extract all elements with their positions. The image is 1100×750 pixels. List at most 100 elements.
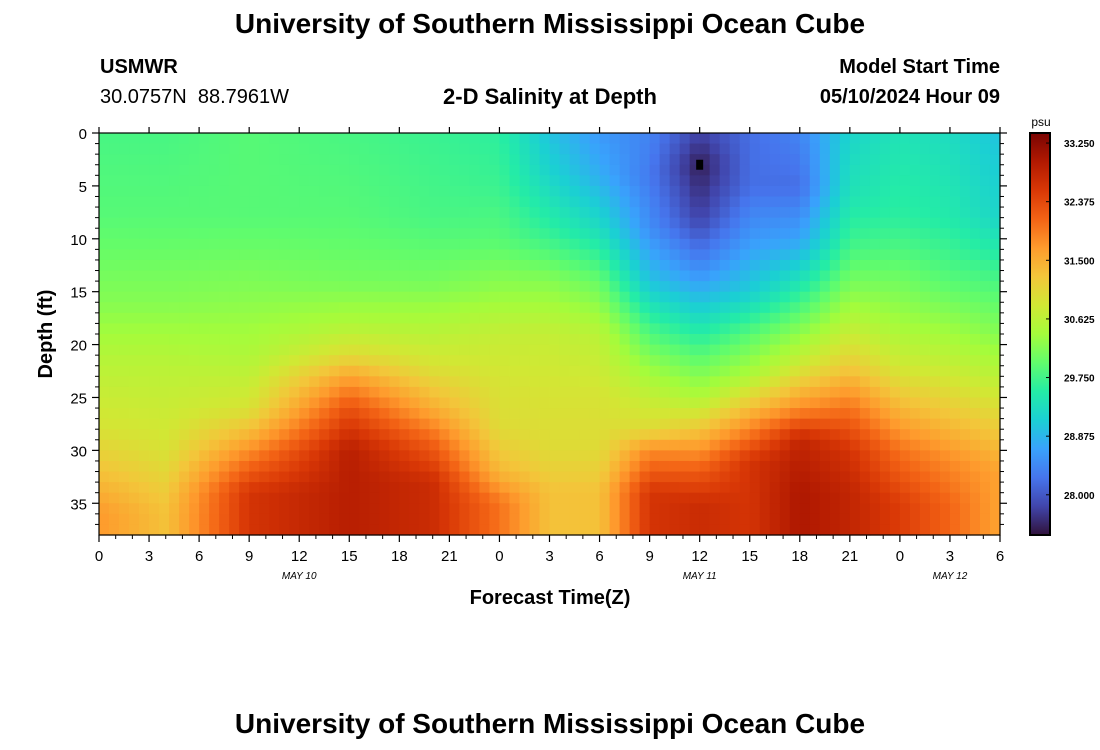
heatmap-cell bbox=[699, 323, 711, 335]
heatmap-cell bbox=[139, 482, 150, 494]
heatmap-cell bbox=[789, 249, 801, 261]
heatmap-cell bbox=[519, 344, 531, 356]
heatmap-cell bbox=[739, 334, 751, 346]
heatmap-cell bbox=[189, 281, 200, 293]
heatmap-cell bbox=[649, 175, 661, 187]
heatmap-cell bbox=[459, 312, 471, 325]
x-tick-label: 0 bbox=[95, 548, 103, 565]
heatmap-cell bbox=[289, 249, 300, 261]
heatmap-cell bbox=[599, 513, 611, 526]
heatmap-cell bbox=[219, 471, 230, 483]
heatmap-cell bbox=[469, 513, 481, 526]
heatmap-cell bbox=[769, 492, 781, 504]
heatmap-cell bbox=[499, 185, 511, 198]
heatmap-cell bbox=[359, 418, 370, 430]
heatmap-cell bbox=[669, 238, 681, 250]
heatmap-cell bbox=[909, 228, 921, 240]
heatmap-cell bbox=[959, 418, 971, 430]
heatmap-cell bbox=[129, 133, 140, 145]
heatmap-cell bbox=[589, 281, 601, 293]
heatmap-cell bbox=[189, 513, 200, 526]
heatmap-cell bbox=[819, 154, 831, 166]
heatmap-cell bbox=[879, 228, 891, 240]
heatmap-cell bbox=[629, 270, 641, 282]
heatmap-cell bbox=[109, 185, 120, 198]
heatmap-cell bbox=[149, 344, 160, 356]
heatmap-cell bbox=[399, 334, 410, 346]
heatmap-cell bbox=[919, 376, 931, 388]
heatmap-cell bbox=[549, 418, 561, 430]
heatmap-cell bbox=[759, 344, 771, 356]
heatmap-cell bbox=[139, 334, 150, 346]
heatmap-cell bbox=[249, 439, 260, 451]
heatmap-cell bbox=[249, 503, 260, 515]
heatmap-cell bbox=[619, 492, 631, 504]
heatmap-cell bbox=[389, 133, 400, 145]
heatmap-cell bbox=[979, 302, 991, 314]
heatmap-cell bbox=[529, 238, 541, 250]
heatmap-cell bbox=[679, 334, 691, 346]
heatmap-cell bbox=[939, 302, 951, 314]
heatmap-cell bbox=[679, 270, 691, 282]
heatmap-cell bbox=[829, 482, 841, 494]
heatmap-cell bbox=[869, 228, 881, 240]
heatmap-cell bbox=[429, 217, 440, 229]
heatmap-cell bbox=[799, 302, 811, 314]
heatmap-cell bbox=[429, 524, 440, 536]
heatmap-cell bbox=[559, 503, 571, 515]
heatmap-cell bbox=[889, 429, 901, 441]
heatmap-cell bbox=[929, 164, 941, 176]
heatmap-cell bbox=[99, 344, 110, 356]
heatmap-cell bbox=[459, 513, 471, 526]
heatmap-cell bbox=[559, 450, 571, 462]
heatmap-cell bbox=[119, 133, 130, 145]
heatmap-cell bbox=[409, 513, 420, 526]
heatmap-cell bbox=[439, 185, 450, 198]
heatmap-cell bbox=[779, 334, 791, 346]
colorbar-tick-label: 33.250 bbox=[1064, 139, 1095, 150]
heatmap-cell bbox=[959, 439, 971, 451]
heatmap-cell bbox=[749, 503, 761, 515]
heatmap-cell bbox=[519, 154, 531, 166]
heatmap-cell bbox=[779, 471, 791, 483]
heatmap-cell bbox=[669, 503, 681, 515]
heatmap-cell bbox=[319, 418, 330, 430]
heatmap-cell bbox=[219, 482, 230, 494]
heatmap-cell bbox=[179, 164, 190, 176]
heatmap-cell bbox=[179, 312, 190, 325]
heatmap-cell bbox=[529, 376, 541, 388]
heatmap-cell bbox=[739, 439, 751, 451]
heatmap-cell bbox=[679, 460, 691, 473]
heatmap-cell bbox=[279, 175, 290, 187]
heatmap-cell bbox=[559, 281, 571, 293]
heatmap-cell bbox=[209, 429, 220, 441]
heatmap-cell bbox=[459, 249, 471, 261]
heatmap-cell bbox=[579, 503, 591, 515]
heatmap-cell bbox=[139, 397, 150, 409]
heatmap-cell bbox=[149, 217, 160, 229]
heatmap-cell bbox=[579, 175, 591, 187]
heatmap-cell bbox=[819, 312, 831, 325]
heatmap-cell bbox=[949, 291, 961, 303]
heatmap-cell bbox=[479, 344, 491, 356]
heatmap-cell bbox=[559, 196, 571, 208]
heatmap-cell bbox=[469, 334, 481, 346]
heatmap-cell bbox=[819, 175, 831, 187]
heatmap-cell bbox=[429, 408, 440, 420]
heatmap-cell bbox=[739, 365, 751, 377]
heatmap-cell bbox=[889, 281, 901, 293]
heatmap-cell bbox=[259, 386, 270, 399]
heatmap-cell bbox=[389, 429, 400, 441]
heatmap-cell bbox=[369, 185, 380, 198]
heatmap-cell bbox=[329, 355, 340, 367]
heatmap-cell bbox=[769, 429, 781, 441]
heatmap-cell bbox=[169, 175, 180, 187]
heatmap-cell bbox=[819, 524, 831, 536]
heatmap-cell bbox=[859, 207, 871, 219]
heatmap-cell bbox=[899, 418, 911, 430]
heatmap-cell bbox=[619, 143, 631, 155]
heatmap-cell bbox=[759, 217, 771, 229]
heatmap-cell bbox=[319, 291, 330, 303]
heatmap-cell bbox=[909, 450, 921, 462]
heatmap-cell bbox=[779, 513, 791, 526]
